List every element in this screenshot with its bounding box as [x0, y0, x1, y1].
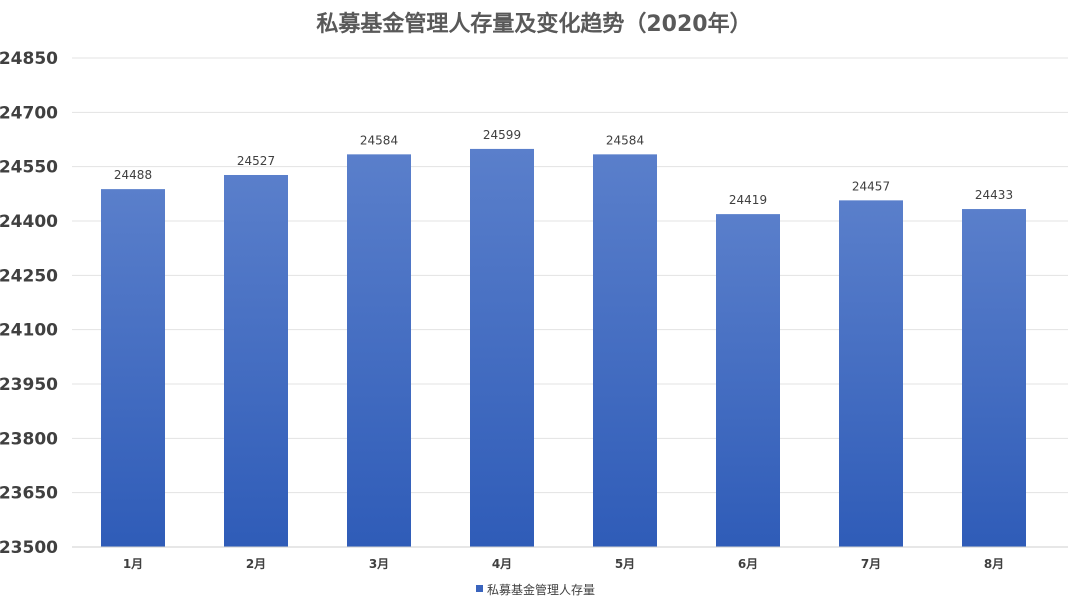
bar — [962, 209, 1026, 547]
y-tick-label: 23950 — [0, 375, 58, 395]
data-label: 24488 — [114, 168, 152, 182]
data-labels: 24488 24527 24584 24599 24584 24419 24457 24433 — [114, 128, 1013, 207]
bar — [224, 174, 288, 547]
y-axis-ticks: 23500 23650 23800 23950 24100 24250 24400 24550… — [0, 49, 58, 558]
x-tick-label: 1月 — [123, 557, 143, 571]
y-tick-label: 24550 — [0, 158, 58, 178]
x-tick-label: 8月 — [984, 557, 1004, 571]
bar — [101, 189, 165, 547]
data-label: 24527 — [237, 154, 275, 168]
y-tick-label: 24100 — [0, 321, 58, 341]
data-label: 24584 — [360, 133, 398, 147]
data-label: 24599 — [483, 128, 521, 142]
x-axis-ticks: 1月 2月 3月 4月 5月 6月 7月 8月 — [123, 557, 1004, 571]
y-tick-label: 24400 — [0, 212, 58, 232]
y-tick-label: 24850 — [0, 49, 58, 69]
data-label: 24433 — [975, 188, 1013, 202]
legend: 私募基金管理人存量 — [476, 582, 595, 597]
x-tick-label: 6月 — [738, 557, 758, 571]
bar — [470, 148, 534, 547]
bar — [593, 154, 657, 547]
data-label: 24457 — [852, 179, 890, 193]
y-tick-label: 23800 — [0, 429, 58, 449]
y-tick-label: 23500 — [0, 538, 58, 558]
bar — [839, 200, 903, 547]
gridlines — [72, 57, 1068, 494]
x-tick-label: 3月 — [369, 557, 389, 571]
bar — [716, 214, 780, 547]
legend-marker — [476, 585, 483, 592]
bar — [347, 154, 411, 547]
x-tick-label: 2月 — [246, 557, 266, 571]
y-tick-label: 24250 — [0, 266, 58, 286]
y-tick-label: 24700 — [0, 103, 58, 123]
data-label: 24584 — [606, 133, 644, 147]
legend-label: 私募基金管理人存量 — [487, 582, 595, 597]
y-tick-label: 23650 — [0, 484, 58, 504]
x-tick-label: 4月 — [492, 557, 512, 571]
chart-title: 私募基金管理人存量及变化趋势（2020年） — [316, 11, 751, 37]
bars — [101, 148, 1026, 547]
x-tick-label: 7月 — [861, 557, 881, 571]
x-tick-label: 5月 — [615, 557, 635, 571]
data-label: 24419 — [729, 193, 767, 207]
